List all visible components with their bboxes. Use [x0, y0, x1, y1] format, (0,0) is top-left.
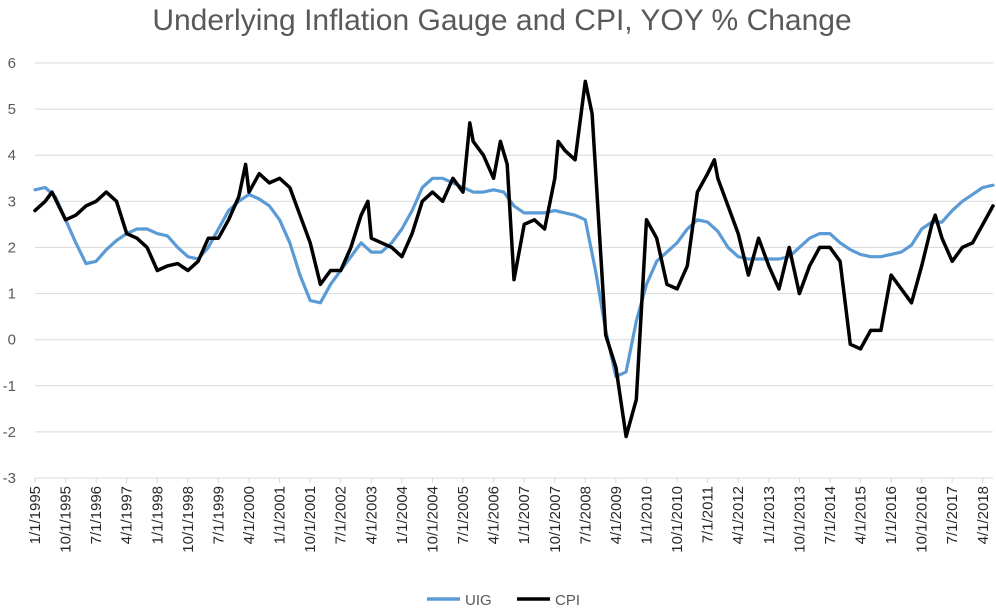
x-tick-label: 4/1/1997: [119, 486, 136, 544]
legend: UIG CPI: [427, 592, 580, 609]
y-tick-label: 2: [8, 239, 16, 256]
y-tick-label: 0: [8, 332, 16, 349]
y-tick-label: -2: [3, 424, 16, 441]
x-tick-label: 7/1/2005: [455, 486, 472, 544]
x-tick-label: 4/1/2015: [853, 486, 870, 544]
y-tick-label: 5: [8, 101, 16, 118]
x-tick-label: 4/1/2003: [363, 486, 380, 544]
x-tick-label: 10/1/2010: [669, 486, 686, 553]
x-tick-label: 10/1/2004: [425, 486, 442, 553]
x-tick-label: 10/1/2016: [914, 486, 931, 553]
x-tick-label: 7/1/2014: [822, 486, 839, 544]
x-tick-label: 7/1/2002: [333, 486, 350, 544]
x-tick-label: 1/1/1998: [149, 486, 166, 544]
x-tick-label: 1/1/1995: [27, 486, 44, 544]
x-tick-label: 10/1/2013: [791, 486, 808, 553]
x-tick-label: 7/1/1999: [210, 486, 227, 544]
x-tick-label: 1/1/2016: [883, 486, 900, 544]
x-tick-label: 1/1/2007: [516, 486, 533, 544]
x-tick-label: 1/1/2010: [639, 486, 656, 544]
x-tick-label: 1/1/2004: [394, 486, 411, 544]
x-tick-label: 10/1/1995: [58, 486, 75, 553]
y-tick-label: -3: [3, 470, 16, 487]
x-tick-label: 7/1/2017: [944, 486, 961, 544]
x-tick-label: 4/1/2018: [975, 486, 992, 544]
y-tick-label: 6: [8, 55, 16, 72]
chart-title: Underlying Inflation Gauge and CPI, YOY …: [152, 4, 851, 37]
y-axis-ticks: -3 -2 -1 0 1 2 3 4 5 6: [3, 55, 16, 487]
x-tick-label: 10/1/1998: [180, 486, 197, 553]
x-tick-label: 7/1/1996: [88, 486, 105, 544]
series-line-cpi: [33, 79, 995, 439]
x-tick-label: 10/1/2007: [547, 486, 564, 553]
x-tick-label: 4/1/2012: [730, 486, 747, 544]
x-tick-label: 10/1/2001: [302, 486, 319, 553]
legend-label: CPI: [555, 592, 580, 607]
x-tick-label: 7/1/2011: [700, 486, 717, 543]
y-tick-label: -1: [3, 378, 16, 395]
x-tick-label: 1/1/2001: [272, 486, 289, 544]
y-tick-label: 1: [8, 286, 16, 303]
x-tick-label: 4/1/2006: [486, 486, 503, 544]
series-line-uig: [33, 176, 995, 379]
y-tick-label: 3: [8, 193, 16, 210]
y-tick-label: 4: [8, 147, 16, 164]
legend-label: UIG: [465, 592, 492, 607]
series-lines: [33, 79, 995, 439]
gridlines: [35, 62, 993, 479]
x-tick-label: 1/1/2013: [761, 486, 778, 544]
x-tick-label: 4/1/2000: [241, 486, 258, 544]
x-tick-label: 4/1/2009: [608, 486, 625, 544]
x-axis-ticks: 1/1/1995 10/1/1995 7/1/1996 4/1/1997 1/1/199…: [27, 477, 993, 553]
x-tick-label: 7/1/2008: [577, 486, 594, 544]
